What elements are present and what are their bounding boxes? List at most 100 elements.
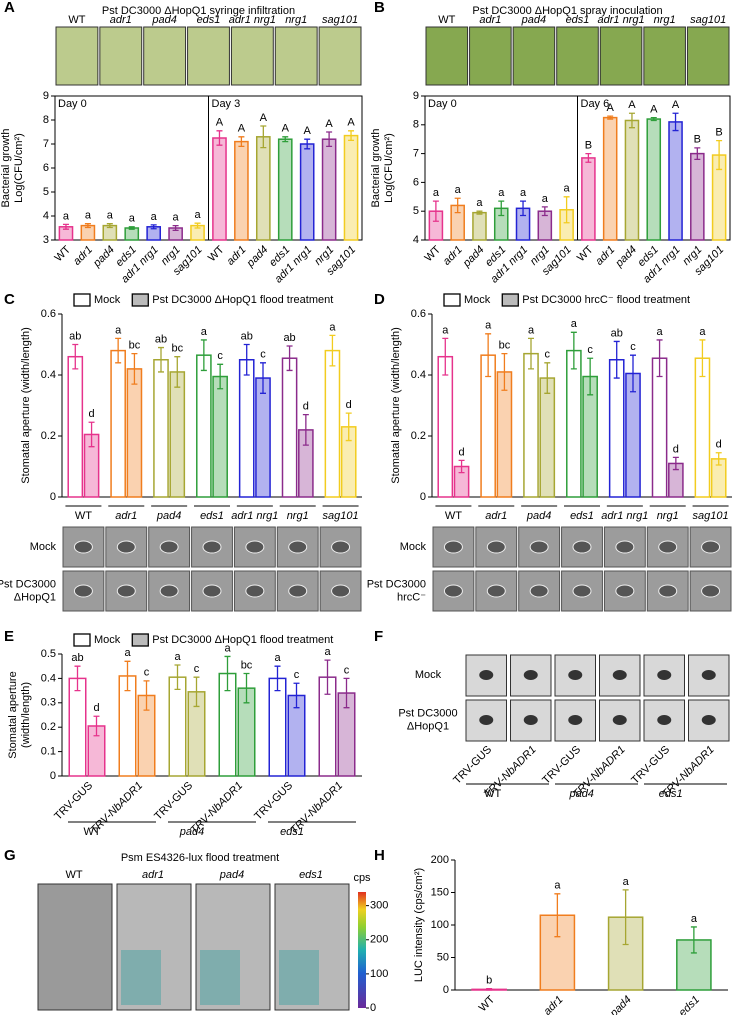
error-bar	[282, 136, 289, 143]
error-bar	[106, 223, 113, 229]
photo-label: eds1	[566, 14, 590, 26]
error-bar	[715, 452, 722, 466]
stomata-pore	[479, 670, 494, 680]
leaf-photo	[643, 26, 686, 86]
panel-name: Day 6	[581, 98, 610, 110]
panel-label: H	[374, 847, 385, 864]
bar	[169, 371, 186, 498]
significance-letter: A	[238, 123, 246, 135]
row-label: Pst DC3000	[398, 707, 457, 719]
significance-letter: a	[224, 642, 231, 654]
stomata-pore	[288, 584, 308, 598]
significance-letter: a	[542, 193, 549, 205]
legend-swatch	[73, 293, 91, 307]
significance-letter: ab	[611, 327, 623, 339]
stomata-photo	[518, 570, 561, 612]
error-bar	[224, 655, 231, 692]
colorbar-tick-label: 300	[370, 900, 388, 912]
x-tick-label: sag101	[693, 510, 729, 522]
significance-letter: a	[324, 646, 331, 658]
x-tick-label: pad4	[244, 244, 271, 271]
bar	[581, 157, 596, 241]
error-bar	[454, 197, 461, 214]
significance-letter: bc	[241, 659, 253, 671]
panel-label: D	[374, 291, 385, 308]
panel-name: Day 0	[58, 98, 87, 110]
significance-letter: d	[89, 408, 95, 420]
bar	[67, 355, 84, 498]
stomata-pore	[331, 540, 351, 554]
photo-label: adr1 nrg1	[598, 14, 645, 26]
significance-letter: a	[455, 184, 462, 196]
significance-letter: a	[129, 213, 136, 225]
bar	[281, 357, 298, 498]
stomata-pore	[701, 670, 716, 680]
x-tick-label: adr1	[593, 244, 617, 268]
row-label: Pst DC3000	[0, 578, 56, 590]
error-bar	[158, 346, 164, 373]
significance-letter: c	[260, 349, 266, 361]
stomata-photo	[276, 570, 319, 612]
bar	[299, 143, 315, 241]
legend-label: Mock	[94, 634, 121, 646]
bar	[668, 121, 683, 241]
significance-letter: a	[571, 318, 578, 330]
leaf-photo	[187, 26, 230, 86]
stomata-pore	[612, 670, 627, 680]
significance-letter: c	[294, 669, 300, 681]
error-bar	[343, 677, 350, 709]
stomata-pore	[159, 584, 179, 598]
photo-label: pad4	[521, 14, 546, 26]
significance-letter: ab	[283, 332, 295, 344]
bar	[238, 359, 255, 498]
error-bar	[217, 363, 224, 390]
legend-swatch	[501, 293, 519, 307]
error-bar	[131, 353, 138, 385]
photo-label: adr1	[479, 14, 501, 26]
significance-letter: A	[607, 102, 615, 114]
photo-label: eds1	[197, 14, 221, 26]
stomata-pore	[116, 584, 136, 598]
bar	[437, 355, 454, 498]
y-tick-label: 0	[50, 491, 56, 503]
stomata-pore	[612, 715, 627, 725]
significance-letter: a	[151, 211, 158, 223]
error-bar	[324, 659, 331, 695]
error-bar	[84, 223, 91, 229]
chart-title: Pst DC3000 ΔHopQ1 syringe infiltration	[102, 5, 295, 17]
leaf-photo	[318, 26, 362, 86]
error-bar	[544, 362, 551, 394]
stomata-pore	[116, 540, 136, 554]
significance-letter: d	[716, 439, 722, 451]
stomata-pore	[73, 540, 93, 554]
x-tick-label: adr1	[115, 510, 137, 522]
significance-letter: a	[194, 209, 201, 221]
x-tick-label: nrg1	[287, 510, 309, 522]
bar	[646, 118, 662, 241]
x-tick-label: adr1	[485, 510, 507, 522]
bar	[694, 357, 711, 498]
leaf-photo	[99, 26, 143, 86]
colorbar-tick-label: 0	[370, 1002, 376, 1014]
x-tick-label: WT	[575, 243, 596, 264]
error-bar	[690, 926, 697, 954]
error-bar	[570, 331, 577, 370]
significance-letter: c	[217, 350, 223, 362]
stomata-pore	[615, 584, 635, 598]
error-bar	[293, 682, 300, 709]
y-tick-label: 8	[413, 119, 419, 131]
x-tick-label: adr1	[71, 244, 95, 268]
y-tick-label: 50	[437, 951, 449, 963]
photo-label: adr1	[142, 869, 164, 881]
y-tick-label: 0.1	[41, 746, 56, 758]
x-tick-label: pad4	[90, 244, 117, 271]
error-bar	[628, 112, 635, 129]
significance-letter: c	[630, 341, 636, 353]
stomata-pore	[443, 584, 463, 598]
x-tick-label: pad4	[460, 244, 487, 271]
y-axis-label: Bacterial growth	[0, 129, 12, 208]
bar	[539, 377, 556, 498]
error-bar	[458, 459, 465, 474]
significance-letter: a	[554, 880, 561, 892]
bar	[168, 676, 187, 777]
